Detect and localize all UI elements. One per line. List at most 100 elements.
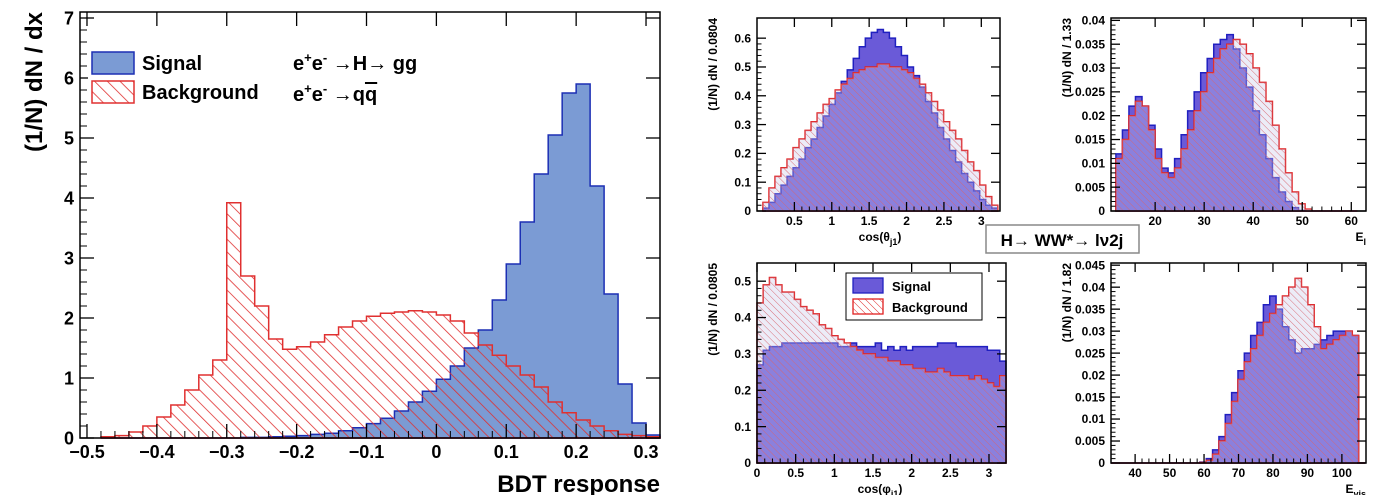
theta-panel: 0 0.1 0.2 0.3 0.4 0.5 0.6 0.5 1 1.5 2 2.5 3 cos(θj1) (… [706,17,1001,247]
legend: Signal Background [88,50,278,110]
y-tick-label: 0.02 [1082,368,1106,382]
y-axis-label: (1/N) dN / 1.33 [1060,18,1074,98]
x-tick-label: 90 [1301,466,1315,480]
x-axis-label: cos(θj1) [859,230,902,247]
x-tick-label: 2.5 [942,466,959,480]
plot-frame [1110,17,1367,212]
y-tick-label: 0.03 [1082,324,1106,338]
y-tick-label: 0.1 [734,420,751,434]
y-tick-label: 0.04 [1082,14,1106,28]
y-axis-label: (1/N) dN / dx [21,11,48,152]
y-tick-label: 0 [64,428,74,448]
small-legend: Signal Background [845,272,983,321]
x-tick-label: 60 [1345,214,1359,228]
x-tick-label: 0.2 [564,442,589,462]
y-tick-label: 0.04 [1082,280,1106,294]
center-label-box: H→ WW*→ lν2j [985,224,1140,254]
x-tick-label: −0.5 [69,442,105,462]
background-histogram [100,202,661,439]
plot-frame [756,262,1007,464]
legend-signal-label: Signal [142,53,202,75]
y-tick-label: 0.01 [1082,412,1106,426]
y-tick-label: 0 [1098,204,1105,218]
y-tick-label: 0 [1098,456,1105,470]
y-tick-label: 0.02 [1082,109,1106,123]
background-shade [757,277,1006,463]
legend-signal-label: Signal [892,279,931,294]
x-axis-label: BDT response [497,471,660,495]
x-axis-label: El [1355,230,1366,247]
x-tick-label: 100 [1332,466,1352,480]
y-tick-label: 0.015 [1075,133,1105,147]
x-tick-label: 80 [1266,466,1280,480]
lepton-energy-panel: 0 0.005 0.01 0.015 0.02 0.025 0.03 0.035 0.04 20 3… [1060,14,1367,247]
x-tick-label: −0.1 [349,442,385,462]
y-tick-label: 0.3 [734,118,751,132]
x-axis-label: Evis [1345,482,1366,495]
x-tick-label: 0 [754,466,761,480]
y-tick-label: 0.1 [734,175,751,189]
x-tick-label: 1.5 [865,466,882,480]
y-axis-label: (1/N) dN / 0.0804 [706,18,720,111]
y-tick-label: 3 [64,248,74,268]
background-shade [1111,278,1365,463]
x-tick-label: 0.3 [634,442,659,462]
legend-background-label: Background [142,82,259,104]
x-tick-label: 1 [831,466,838,480]
y-tick-label: 0.2 [734,383,751,397]
plot-frame [756,17,1001,212]
y-tick-label: 0.5 [734,60,751,74]
y-tick-label: 1 [64,368,74,388]
x-tick-label: 2 [903,214,910,228]
y-tick-label: 0.4 [734,311,751,325]
x-tick-label: 3 [986,466,993,480]
x-tick-label: 1 [828,214,835,228]
y-tick-label: 0.005 [1075,180,1105,194]
visible-energy-panel: 0 0.005 0.01 0.015 0.02 0.025 0.03 0.035 0.04 0.0… [1060,258,1367,495]
x-tick-label: 3 [978,214,985,228]
x-tick-label: 70 [1232,466,1246,480]
y-axis-label: (1/N) dN / 0.0805 [706,263,720,356]
center-label: H→ WW*→ lν2j [1001,231,1124,250]
plot-frame [79,11,661,439]
legend-background-swatch [852,298,884,315]
background-shade [1115,39,1358,211]
y-tick-label: 0.005 [1075,434,1105,448]
y-tick-label: 0.035 [1075,37,1105,51]
y-tick-label: 0.045 [1075,258,1105,272]
y-tick-label: 5 [64,128,74,148]
y-tick-label: 6 [64,68,74,88]
y-tick-label: 0.3 [734,347,751,361]
y-tick-label: 0.2 [734,147,751,161]
x-tick-label: −0.4 [139,442,175,462]
x-tick-label: 0 [431,442,441,462]
y-tick-label: 0.015 [1075,390,1105,404]
legend-signal-swatch [852,277,884,294]
x-tick-label: 2.5 [936,214,953,228]
process-annotation: e+e- →qq [293,81,377,106]
x-tick-label: 30 [1197,214,1211,228]
y-tick-label: 0.035 [1075,302,1105,316]
x-tick-label: −0.3 [209,442,245,462]
y-tick-label: 0.01 [1082,157,1106,171]
legend-background-label: Background [892,300,968,315]
process-annotation: e+e- →H→ gg [293,50,417,75]
y-tick-label: 0.5 [734,274,751,288]
background-histogram [756,276,1007,464]
y-tick-label: 4 [64,188,74,208]
y-tick-label: 0.6 [734,31,751,45]
x-tick-label: 60 [1197,466,1211,480]
y-tick-label: 0.4 [734,89,751,103]
y-tick-label: 2 [64,308,74,328]
y-tick-label: 0.025 [1075,346,1105,360]
x-tick-label: −0.2 [279,442,315,462]
y-tick-label: 7 [64,8,74,28]
y-axis-label: (1/N) dN / 1.82 [1060,263,1074,343]
x-axis-label: cos(φj1) [858,482,903,495]
y-tick-label: 0 [744,204,751,218]
x-tick-label: 1.5 [861,214,878,228]
y-tick-label: 0 [744,456,751,470]
bdt-panel: 0 1 2 3 4 5 6 7 −0.5 −0.4 −0.3 −0.2 −0.1 0 0.1 0.2 0.3 BD… [21,8,661,495]
background-histogram [762,63,999,212]
